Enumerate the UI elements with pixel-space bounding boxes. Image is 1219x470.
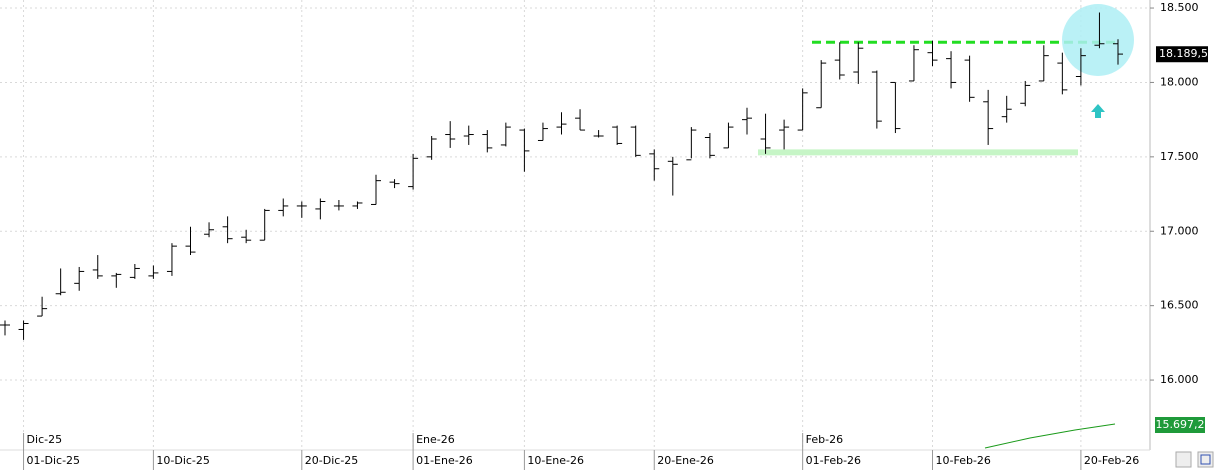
save-icon — [1200, 454, 1211, 465]
period-label: Feb-26 — [806, 433, 843, 446]
x-tick-label: 20-Dic-25 — [305, 454, 359, 467]
y-tick-label: 18.000 — [1160, 75, 1199, 88]
last-price-box — [1156, 46, 1208, 63]
y-tick-label: 17.500 — [1160, 150, 1199, 163]
x-tick-label: 01-Ene-26 — [416, 454, 473, 467]
x-tick-label: 01-Feb-26 — [806, 454, 861, 467]
last-price-label: 18.189,5 — [1159, 47, 1208, 60]
y-tick-label: 18.500 — [1160, 1, 1199, 14]
y-tick-label: 16.500 — [1160, 299, 1199, 312]
indicator-box — [1155, 417, 1205, 433]
x-tick-label: 10-Ene-26 — [527, 454, 584, 467]
x-tick-label: 01-Dic-25 — [27, 454, 81, 467]
y-tick-label: 16.000 — [1160, 373, 1199, 386]
highlight-circle — [1062, 4, 1134, 76]
up-arrow — [1091, 104, 1105, 118]
period-label: Ene-26 — [416, 433, 455, 446]
x-tick-label: 10-Dic-25 — [156, 454, 210, 467]
x-tick-label: 20-Feb-26 — [1084, 454, 1139, 467]
zoom-button[interactable] — [1175, 451, 1192, 468]
save-button[interactable] — [1197, 451, 1214, 468]
x-tick-label: 20-Ene-26 — [657, 454, 714, 467]
indicator-line — [984, 423, 1116, 449]
indicator-label: 15.697,2 — [1156, 418, 1205, 431]
y-tick-label: 17.000 — [1160, 224, 1199, 237]
x-tick-label: 10-Feb-26 — [936, 454, 991, 467]
period-label: Dic-25 — [27, 433, 63, 446]
